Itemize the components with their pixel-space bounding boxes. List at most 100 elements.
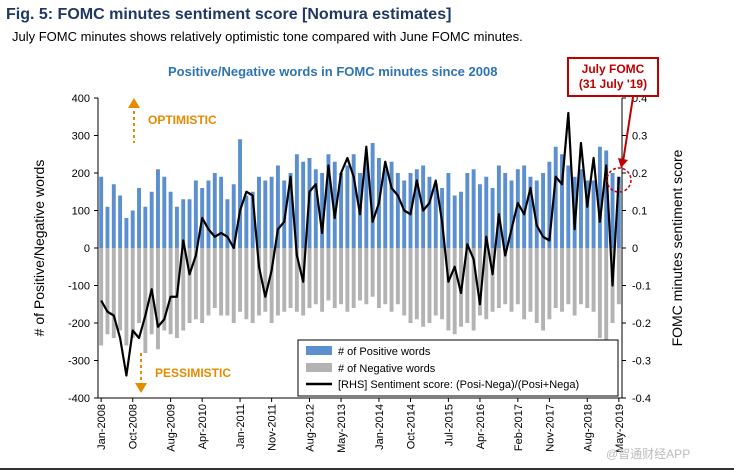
negative-bar xyxy=(471,248,476,331)
positive-bar xyxy=(193,180,198,248)
negative-bar xyxy=(421,248,426,327)
x-tick-label: Oct-2008 xyxy=(128,404,140,449)
x-tick-label: Oct-2014 xyxy=(406,404,418,449)
negative-bar xyxy=(200,248,205,323)
pessimistic-arrow-icon xyxy=(135,353,147,393)
negative-bar xyxy=(440,248,445,320)
negative-bar xyxy=(99,248,104,346)
positive-bar xyxy=(275,165,280,248)
right-axis-title: FOMC minutes sentiment score xyxy=(669,149,685,346)
x-tick-label: May-2019 xyxy=(614,404,626,453)
positive-bar xyxy=(351,154,356,248)
left-tick-label: 200 xyxy=(72,168,90,180)
negative-bar xyxy=(446,248,451,331)
left-tick-label: 0 xyxy=(84,243,90,255)
right-tick-label: -0.3 xyxy=(632,356,651,368)
positive-bar xyxy=(553,146,558,248)
positive-bar xyxy=(503,173,508,248)
positive-bar xyxy=(130,210,135,248)
sentiment-score-line xyxy=(100,111,620,377)
positive-bar xyxy=(149,191,154,248)
negative-bar xyxy=(250,248,255,323)
negative-bar xyxy=(597,248,602,338)
x-tick-label: Jul-2015 xyxy=(443,404,455,446)
positive-bar xyxy=(364,158,369,248)
negative-bar xyxy=(244,248,249,320)
left-tick-label: 400 xyxy=(72,93,90,105)
negative-bar xyxy=(351,248,356,308)
negative-bar xyxy=(212,248,217,308)
positive-bar xyxy=(541,173,546,248)
positive-bar xyxy=(459,191,463,248)
legend-label-line: [RHS] Sentiment score: (Posi-Nega)/(Posi… xyxy=(338,379,579,391)
negative-bar xyxy=(231,248,236,323)
positive-bar xyxy=(509,180,514,248)
positive-bar xyxy=(339,173,344,248)
positive-bar xyxy=(402,180,407,248)
negative-bar xyxy=(616,248,621,305)
positive-bar xyxy=(484,176,489,248)
x-tick-label: Nov-2017 xyxy=(544,404,556,452)
negative-bar xyxy=(124,248,129,346)
legend-swatch-negative xyxy=(306,363,332,372)
positive-bar xyxy=(187,199,192,248)
positive-bar xyxy=(579,169,583,248)
positive-bar xyxy=(345,165,350,248)
negative-bar xyxy=(339,248,344,305)
negative-bar xyxy=(395,248,400,305)
negative-bar xyxy=(111,248,116,338)
negative-bar xyxy=(566,248,571,305)
positive-bar xyxy=(446,173,451,248)
negative-bar xyxy=(522,248,527,320)
negative-bar xyxy=(143,248,148,353)
positive-bar xyxy=(212,173,217,248)
positive-bar xyxy=(111,184,116,248)
left-tick-label: -100 xyxy=(68,281,90,293)
positive-bar xyxy=(616,176,621,248)
negative-bar xyxy=(269,248,274,323)
positive-bar xyxy=(162,176,167,248)
positive-bar xyxy=(250,191,255,248)
positive-bar xyxy=(452,195,457,248)
negative-bar xyxy=(585,248,590,308)
right-tick-label: -0.1 xyxy=(632,281,651,293)
negative-bar xyxy=(282,248,287,312)
x-tick-label: Nov-2011 xyxy=(267,404,279,451)
positive-bar xyxy=(465,173,470,248)
negative-bar xyxy=(490,248,495,312)
legend-swatch-positive xyxy=(306,346,332,355)
negative-bar xyxy=(370,248,375,297)
negative-bar xyxy=(206,248,211,316)
positive-bar xyxy=(414,169,419,248)
positive-bar xyxy=(269,176,274,248)
positive-bar xyxy=(181,199,186,248)
negative-bar xyxy=(591,248,596,312)
negative-bar xyxy=(414,248,419,320)
negative-bar xyxy=(257,248,261,316)
negative-bar xyxy=(288,248,293,308)
negative-bar xyxy=(263,248,268,312)
positive-bar xyxy=(168,191,173,248)
negative-bar xyxy=(275,248,280,316)
negative-bar xyxy=(408,248,413,323)
negative-bar xyxy=(307,248,312,308)
positive-bar xyxy=(610,173,615,248)
x-tick-label: Jan-2008 xyxy=(96,404,108,450)
negative-bar xyxy=(187,248,192,323)
highlight-circle xyxy=(606,167,632,193)
positive-bar xyxy=(332,161,337,248)
positive-bar xyxy=(294,154,299,248)
positive-bar xyxy=(263,180,268,248)
positive-bar xyxy=(597,146,602,248)
pessimistic-label: PESSIMISTIC xyxy=(155,366,231,380)
negative-bar xyxy=(137,248,141,323)
negative-bar xyxy=(358,248,362,301)
positive-bar xyxy=(105,206,110,248)
negative-bar xyxy=(402,248,407,316)
callout-line2: (31 July '19) xyxy=(578,77,648,91)
positive-bar xyxy=(528,176,533,248)
negative-bar xyxy=(225,248,230,316)
left-axis-title: # of Positive/Negative words xyxy=(31,160,47,337)
negative-bar xyxy=(579,248,583,305)
